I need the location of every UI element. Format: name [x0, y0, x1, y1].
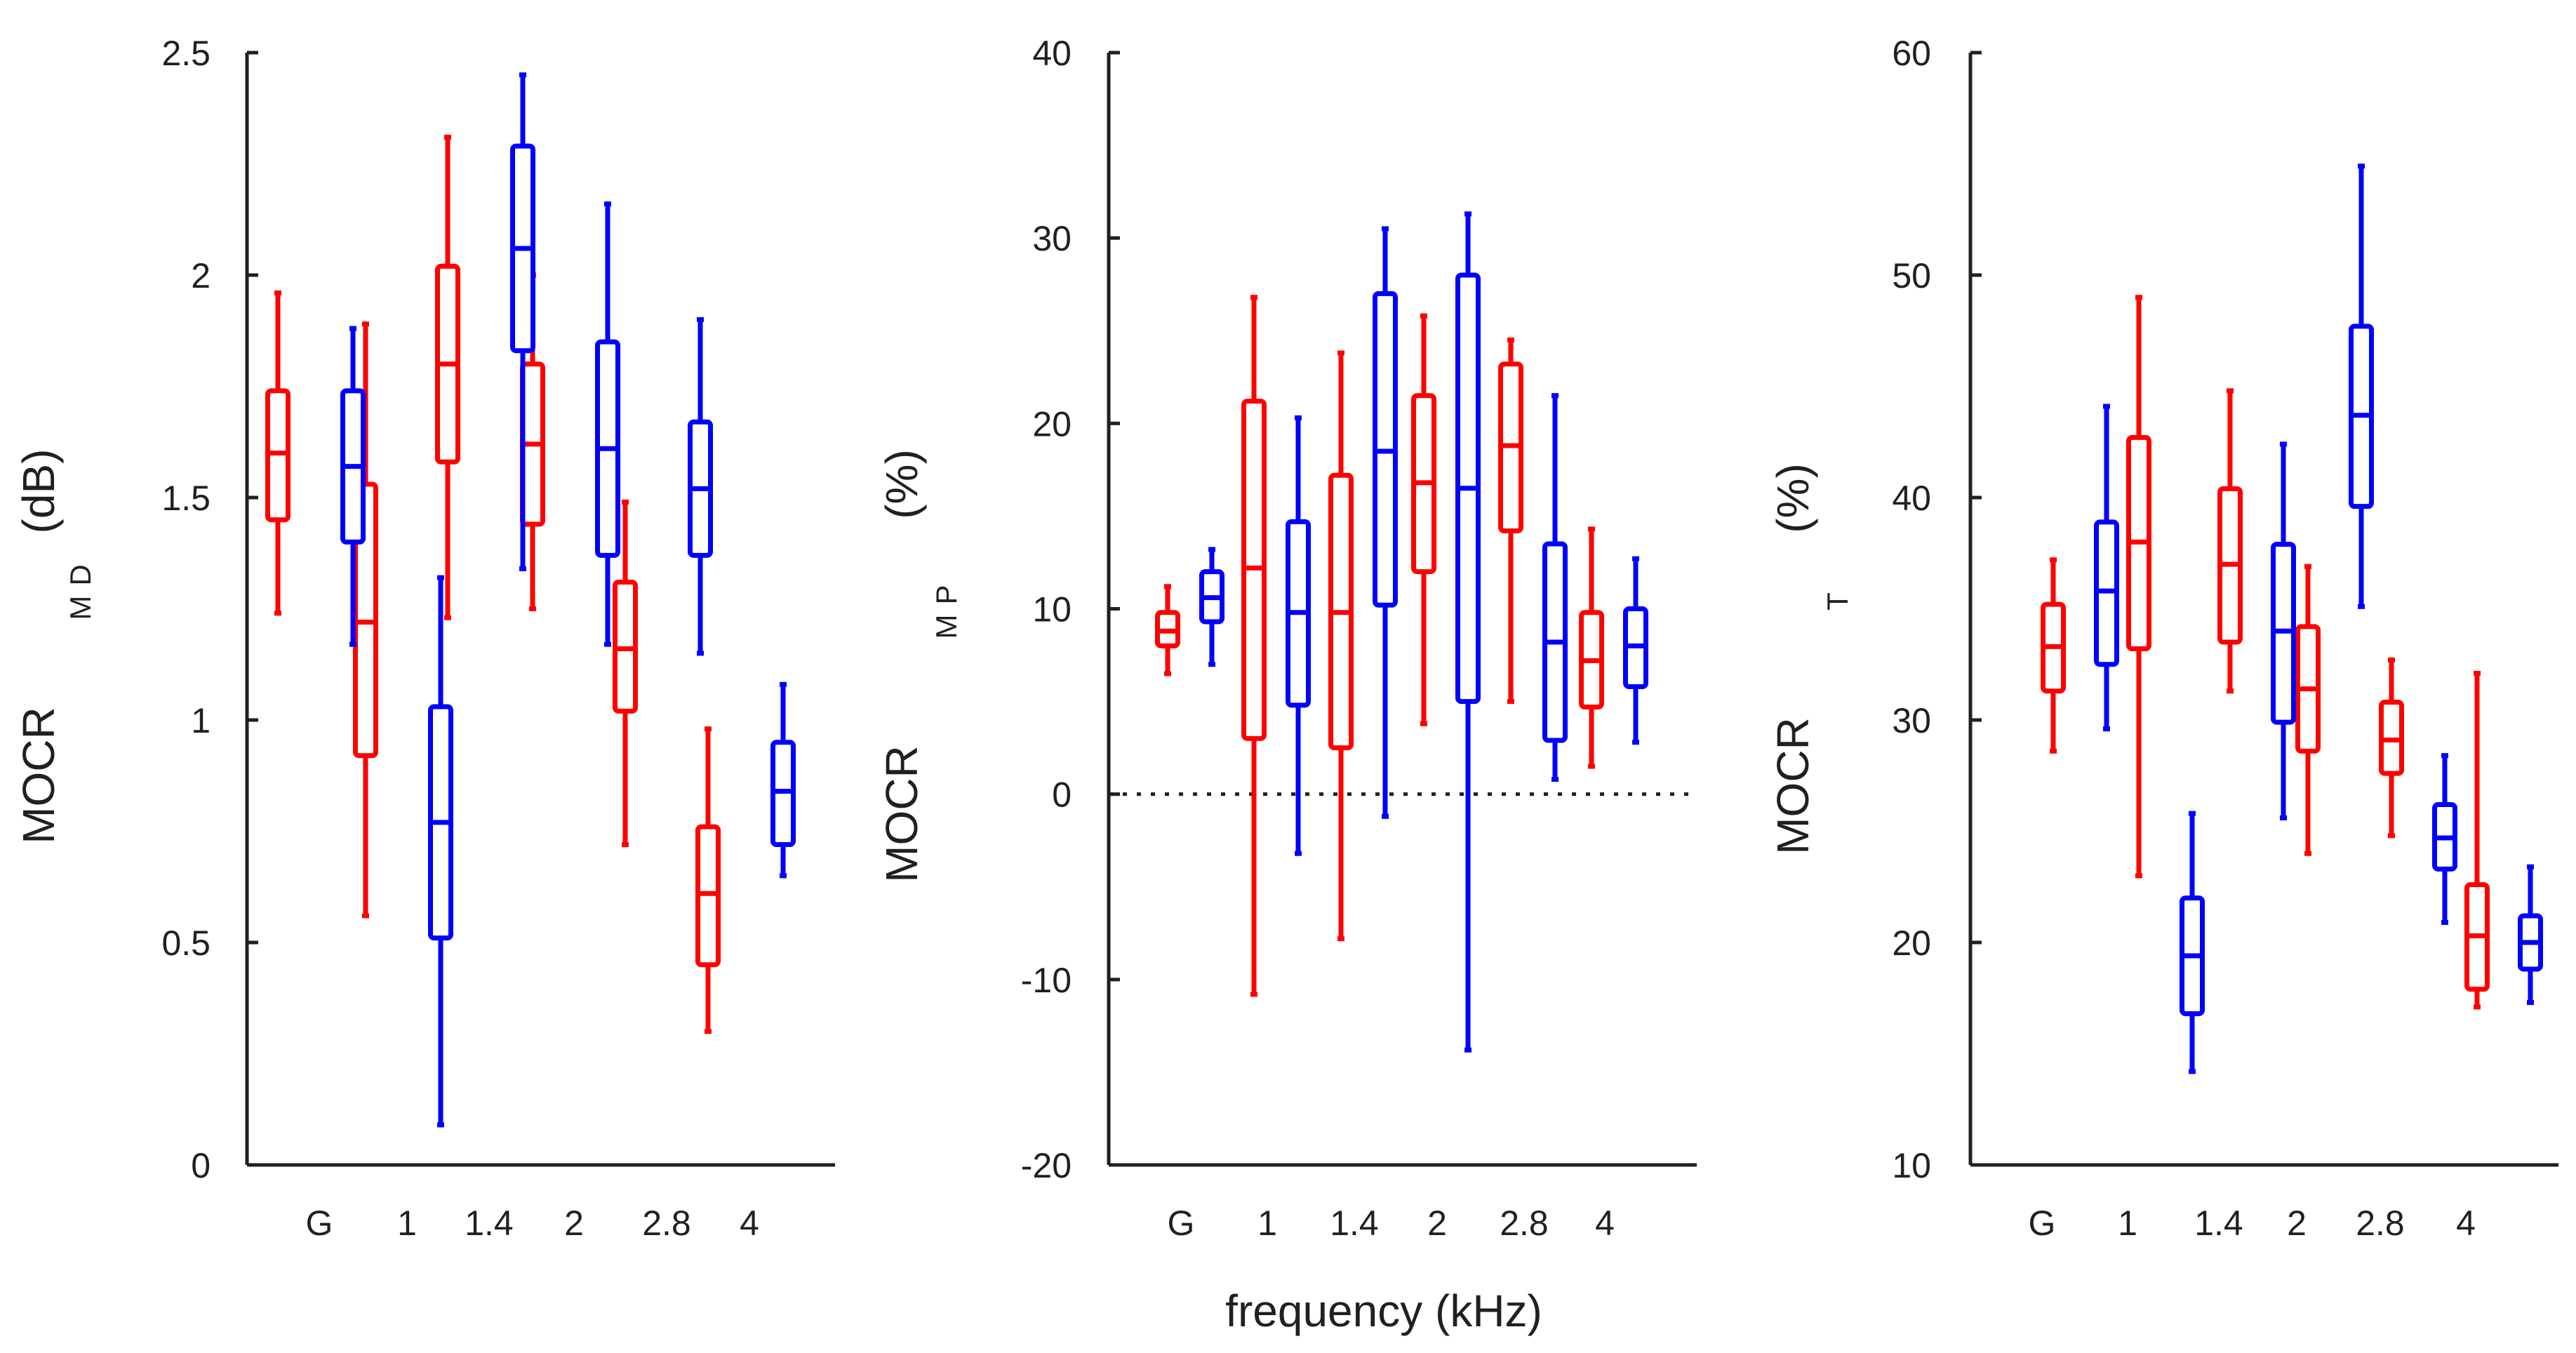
- x-tick-label: 2: [564, 1204, 584, 1243]
- y-tick-label: 2.5: [161, 34, 211, 73]
- y-tick-label: 30: [1892, 701, 1931, 740]
- y-axis-label-unit: (%): [1768, 463, 1818, 533]
- box-blue-1.4: [1373, 226, 1398, 819]
- y-tick-label: 10: [1892, 1146, 1931, 1185]
- x-tick-label: 2: [1427, 1204, 1447, 1243]
- x-tick-label: 4: [740, 1204, 759, 1243]
- box-red-1.4: [435, 134, 460, 620]
- box-blue-4: [1623, 556, 1648, 745]
- y-axis-label: MOCR: [13, 707, 64, 844]
- y-tick-label: 0: [191, 1146, 211, 1185]
- y-tick-label: 40: [1892, 479, 1931, 518]
- y-tick-label: 0: [1052, 775, 1072, 815]
- x-tick-label: 2.8: [1500, 1204, 1549, 1243]
- y-tick-label: 2: [191, 256, 211, 295]
- x-tick-label: 1.4: [465, 1204, 514, 1243]
- box-red-2.8: [613, 499, 638, 848]
- box-blue-4: [2518, 864, 2543, 1006]
- y-tick-label: 50: [1892, 256, 1931, 295]
- y-axis-label: MOCR: [1768, 717, 1818, 855]
- box-blue-2.8: [1542, 393, 1568, 782]
- y-tick-label: 0.5: [161, 924, 211, 963]
- box-blue-1: [2180, 811, 2205, 1074]
- y-tick-label: 1.5: [161, 479, 211, 518]
- panel-left: 0 0.5 1 1.5 2 2.5 G 1 1.4 2 2.8 4 MOCR MD(dB): [13, 34, 835, 1243]
- y-tick-label: 1: [191, 701, 211, 740]
- box-red-1.4: [1328, 350, 1354, 942]
- box-red-2.8: [1498, 337, 1523, 705]
- box-red-G: [2041, 557, 2066, 754]
- y-axis-label-subscript: MD: [64, 554, 97, 620]
- box-blue-1.4: [2271, 441, 2296, 820]
- x-tick-label: 2: [2287, 1204, 2307, 1243]
- box-blue-1.4: [510, 72, 535, 571]
- x-tick-label: 1: [1257, 1204, 1277, 1243]
- box-blue-2: [2349, 164, 2374, 609]
- y-axis-label-unit: (%): [876, 449, 927, 519]
- box-blue-1: [1286, 415, 1311, 856]
- y-axis-label-subscript: MP: [930, 575, 963, 639]
- x-tick-label: 2.8: [642, 1204, 691, 1243]
- x-axis-label: frequency (kHz): [1225, 1286, 1542, 1336]
- box-red-G: [265, 290, 291, 616]
- x-tick-label: G: [1168, 1204, 1195, 1243]
- box-red-4: [1579, 526, 1604, 769]
- box-red-4: [695, 726, 721, 1034]
- y-tick-label: 20: [1892, 924, 1931, 963]
- box-blue-G: [2094, 404, 2119, 732]
- y-tick-label: -20: [1021, 1146, 1072, 1185]
- box-blue-G: [1199, 547, 1224, 667]
- panel-right: 10 20 30 40 50 60 G 1 1.4 2 2.8 4 MOCR T (%): [1768, 34, 2558, 1243]
- y-axis-label-unit: (dB): [13, 449, 64, 534]
- box-blue-1: [428, 575, 453, 1128]
- y-tick-label: 10: [1032, 590, 1072, 629]
- y-tick-label: 40: [1032, 34, 1072, 73]
- x-tick-label: 4: [2456, 1204, 2476, 1243]
- box-blue-4: [770, 681, 796, 879]
- box-blue-2.8: [688, 316, 713, 656]
- box-red-1: [1241, 295, 1267, 997]
- box-blue-2.8: [2432, 753, 2457, 925]
- y-axis-label: MOCR: [876, 745, 927, 883]
- box-red-G: [1155, 584, 1180, 676]
- box-red-2: [2295, 564, 2321, 856]
- box-blue-2: [1455, 211, 1481, 1053]
- y-tick-label: -10: [1021, 961, 1072, 1000]
- x-tick-label: G: [2029, 1204, 2056, 1243]
- x-tick-label: G: [306, 1204, 333, 1243]
- panel-middle: -20 -10 0 10 20 30 40 G 1 1.4 2 2.8 4 MOCR MP (%): [876, 34, 1697, 1243]
- x-tick-label: 4: [1595, 1204, 1615, 1243]
- box-red-1: [2126, 295, 2151, 879]
- box-red-1.4: [2217, 388, 2243, 694]
- y-tick-label: 60: [1892, 34, 1931, 73]
- x-tick-label: 2.8: [2356, 1204, 2405, 1243]
- box-red-2.8: [2379, 657, 2404, 839]
- box-red-2: [1411, 313, 1436, 726]
- x-tick-label: 1.4: [2194, 1204, 2243, 1243]
- y-tick-label: 30: [1032, 219, 1072, 258]
- box-red-4: [2464, 670, 2490, 1010]
- x-tick-label: 1: [397, 1204, 417, 1243]
- y-axis-label-subscript: T: [1821, 582, 1854, 611]
- x-tick-label: 1: [2118, 1204, 2137, 1243]
- box-blue-2: [595, 201, 620, 647]
- box-blue-G: [340, 326, 366, 647]
- x-tick-label: 1.4: [1330, 1204, 1379, 1243]
- y-tick-label: 20: [1032, 404, 1072, 444]
